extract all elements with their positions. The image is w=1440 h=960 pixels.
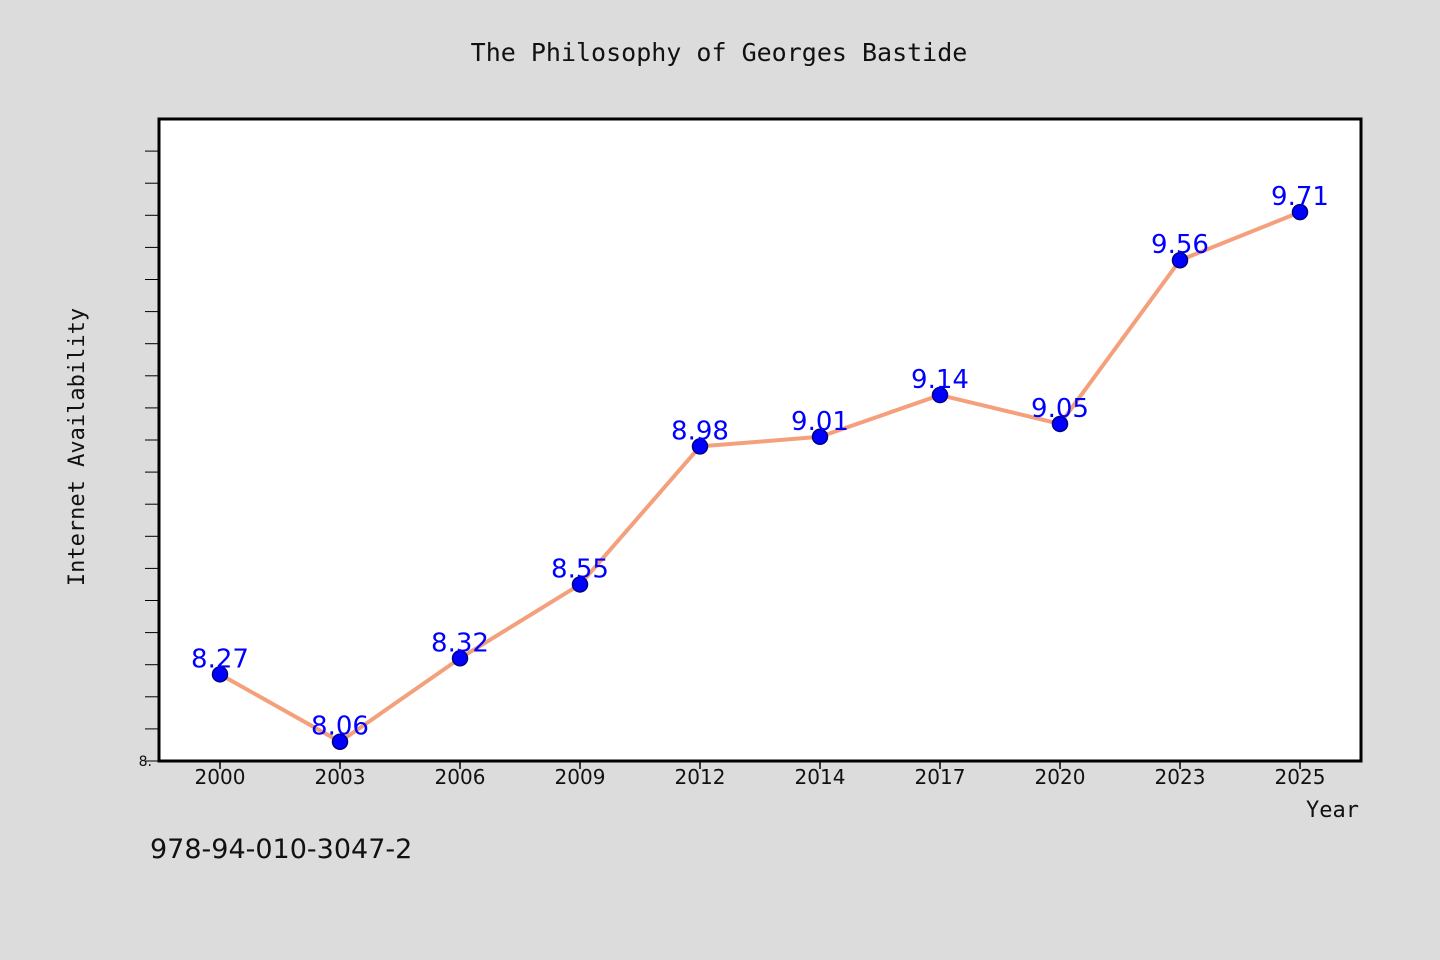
data-label: 9.05 bbox=[1031, 394, 1089, 424]
data-point bbox=[451, 650, 469, 667]
x-tick-label: 2006 bbox=[435, 765, 486, 789]
x-axis-ticks: 2000 2003 2006 2009 2012 2014 2017 2020 2023 2025 bbox=[195, 761, 1326, 789]
x-tick-label: 2020 bbox=[1035, 765, 1086, 789]
data-label: 9.71 bbox=[1271, 182, 1329, 212]
x-tick-label: 2023 bbox=[1155, 765, 1206, 789]
data-label: 8.32 bbox=[431, 628, 489, 658]
data-label: 9.01 bbox=[791, 407, 849, 437]
x-tick-label: 2000 bbox=[195, 765, 246, 789]
x-tick-label: 2025 bbox=[1275, 765, 1326, 789]
y-axis-label: Internet Availability bbox=[65, 308, 90, 586]
x-tick-label: 2009 bbox=[555, 765, 606, 789]
data-label: 9.56 bbox=[1151, 230, 1209, 260]
y-tick-label: 8. bbox=[139, 754, 152, 770]
footer-identifier: 978-94-010-3047-2 bbox=[150, 834, 413, 865]
x-axis-label: Year bbox=[1306, 798, 1359, 823]
data-point bbox=[931, 386, 949, 404]
y-axis-ticks: 8. bbox=[139, 150, 159, 770]
x-tick-label: 2017 bbox=[915, 765, 966, 789]
x-tick-label: 2003 bbox=[315, 765, 366, 789]
series-line bbox=[218, 210, 1302, 744]
chart-title: The Philosophy of Georges Bastide bbox=[471, 38, 968, 67]
data-label: 8.55 bbox=[551, 554, 609, 584]
data-label: 9.14 bbox=[911, 365, 969, 395]
x-tick-label: 2014 bbox=[795, 765, 846, 789]
series-layer bbox=[211, 203, 1309, 750]
data-label: 8.06 bbox=[311, 712, 369, 742]
data-label-layer: 8.27 8.06 8.32 8.55 8.98 9.01 9.14 9.05 9.56 9.71 bbox=[191, 182, 1329, 742]
data-point bbox=[811, 428, 829, 446]
data-point bbox=[1051, 415, 1069, 433]
data-label: 8.27 bbox=[191, 644, 249, 674]
data-point bbox=[691, 438, 709, 455]
x-tick-label: 2012 bbox=[675, 765, 726, 789]
data-point bbox=[211, 666, 229, 683]
data-point bbox=[1291, 203, 1309, 221]
data-point bbox=[331, 733, 349, 750]
data-point bbox=[1171, 251, 1189, 269]
data-label: 8.98 bbox=[671, 416, 729, 446]
data-point bbox=[571, 576, 589, 593]
